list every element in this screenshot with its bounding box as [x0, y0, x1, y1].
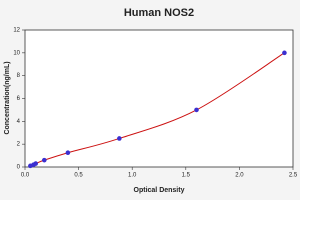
data-point: [41, 157, 47, 163]
x-tick-label: 1.5: [182, 173, 191, 179]
page: Human NOS2 Optical Density Concentration…: [0, 0, 300, 200]
x-tick-label: 2.0: [235, 173, 244, 179]
x-tick-label: 0.5: [74, 173, 83, 179]
chart: Human NOS2 Optical Density Concentration…: [0, 0, 300, 200]
y-tick-label: 8: [17, 73, 21, 79]
x-tick-label: 0.0: [21, 173, 30, 179]
y-axis-label: Concentration(ng/mL): [4, 61, 11, 134]
y-tick-label: 6: [17, 96, 21, 102]
x-tick-label: 2.5: [289, 173, 298, 179]
y-tick-label: 4: [17, 119, 21, 125]
y-tick-label: 12: [13, 28, 20, 34]
x-tick-label: 1.0: [128, 173, 137, 179]
x-axis-label: Optical Density: [134, 187, 185, 194]
chart-title: Human NOS2: [124, 7, 194, 19]
data-point: [194, 107, 199, 113]
y-tick-label: 0: [17, 165, 21, 171]
data-point: [117, 136, 122, 141]
plot-area: [24, 29, 294, 168]
y-tick-label: 10: [13, 50, 20, 56]
y-tick-label: 2: [17, 142, 21, 148]
data-point: [65, 150, 71, 156]
data-point: [282, 50, 287, 56]
data-point: [33, 161, 39, 166]
